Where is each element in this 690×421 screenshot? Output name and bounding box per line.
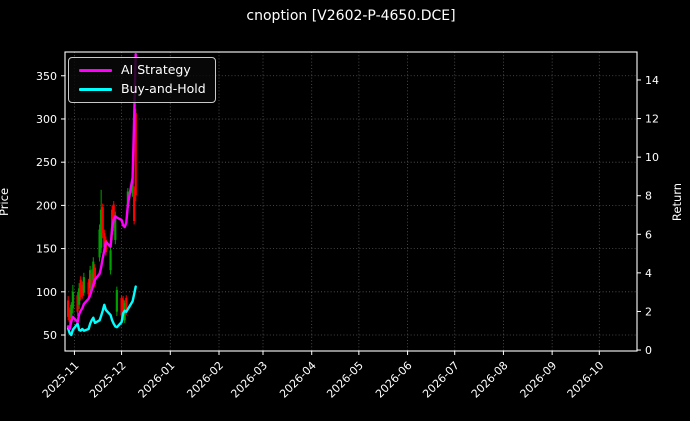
candle-body: [70, 304, 73, 318]
candle-body: [115, 290, 118, 312]
candle-body: [89, 270, 92, 289]
return-tick-label: 2: [645, 305, 652, 318]
chart-title: cnoption [V2602-P-4650.DCE]: [246, 8, 456, 24]
candle-body: [79, 279, 82, 297]
price-tick-label: 50: [43, 329, 57, 342]
legend-item-buy-and-hold: Buy-and-Hold: [69, 83, 215, 96]
candle-body: [103, 233, 106, 247]
price-axis-label: Price: [0, 187, 11, 217]
candle-body: [68, 309, 71, 323]
candle-body: [120, 297, 123, 316]
price-tick-label: 100: [36, 286, 57, 299]
candle-body: [71, 291, 74, 309]
candle-body: [81, 284, 84, 296]
legend-item-ai-strategy: AI Strategy: [69, 64, 215, 77]
candle-body: [87, 282, 90, 295]
legend-label: AI Strategy: [121, 62, 191, 78]
candle-body: [78, 288, 81, 305]
series-line-buy-and-hold: [66, 285, 137, 337]
price-tick-label: 300: [36, 113, 57, 126]
price-tick-label: 250: [36, 156, 57, 169]
candle-body: [125, 297, 128, 312]
candle-body: [90, 272, 93, 291]
return-tick-label: 14: [645, 74, 659, 87]
buy-and-hold-line-swatch: [79, 87, 112, 92]
price-tick-label: 200: [36, 199, 57, 212]
price-tick-label: 150: [36, 243, 57, 256]
candle-body: [122, 299, 125, 317]
candle-body: [100, 209, 103, 248]
candle-body: [98, 229, 101, 258]
return-axis-label: Return: [670, 182, 684, 222]
candle-body: [67, 300, 70, 317]
tick-marks: [61, 75, 641, 355]
candle-body: [92, 261, 95, 280]
candle-body: [101, 207, 104, 234]
legend: AI Strategy Buy-and-Hold: [68, 57, 216, 103]
return-tick-label: 10: [645, 151, 659, 164]
candle-body: [109, 250, 112, 271]
ai-strategy-line-swatch: [79, 68, 112, 73]
candle-body: [131, 176, 134, 194]
return-tick-label: 12: [645, 113, 659, 126]
axes-frame: [64, 51, 638, 352]
candle-body: [82, 277, 85, 293]
legend-label: Buy-and-Hold: [121, 81, 206, 97]
price-tick-label: 350: [36, 70, 57, 83]
candle-body: [76, 295, 79, 312]
candle-body: [93, 267, 96, 285]
return-tick-label: 0: [645, 344, 652, 357]
candle-body: [114, 214, 117, 240]
return-tick-label: 6: [645, 228, 652, 241]
return-tick-label: 4: [645, 267, 652, 280]
series-line-ai-strategy: [66, 53, 137, 331]
candle-body: [112, 204, 115, 228]
candle-body: [134, 112, 137, 196]
candle-body: [133, 188, 136, 221]
return-tick-label: 8: [645, 190, 652, 203]
